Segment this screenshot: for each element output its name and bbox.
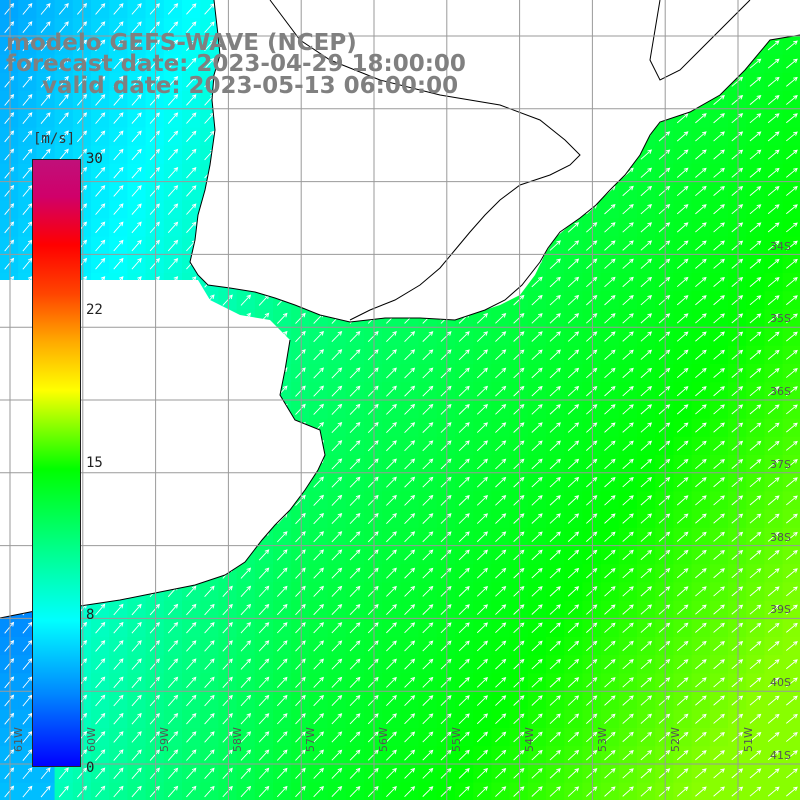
lon-label: 57W (304, 727, 317, 752)
title-valid-date: valid date: 2023-05-13 06:00:00 (42, 73, 459, 99)
lon-label: 60W (85, 727, 98, 752)
lat-label: 34S (770, 240, 791, 253)
lon-label: 53W (596, 727, 609, 752)
field-cell (782, 782, 800, 800)
lon-label: 61W (12, 727, 25, 752)
lon-label: 56W (377, 727, 390, 752)
lat-label: 37S (770, 458, 791, 471)
lat-label: 40S (770, 676, 791, 689)
colorbar (32, 159, 81, 767)
colorbar-tick-22: 22 (86, 302, 103, 318)
lat-label: 41S (770, 749, 791, 762)
colorbar-tick-15: 15 (86, 455, 103, 471)
lat-label: 35S (770, 312, 791, 325)
lon-label: 55W (450, 727, 463, 752)
colorbar-tick-8: 8 (86, 607, 95, 623)
lat-label: 36S (770, 385, 791, 398)
lon-label: 59W (158, 727, 171, 752)
lat-label: 38S (770, 531, 791, 544)
colorbar-unit: [m/s] (33, 131, 76, 147)
lon-label: 51W (742, 727, 755, 752)
lon-label: 58W (231, 727, 244, 752)
colorbar-tick-0: 0 (86, 760, 95, 776)
lon-label: 54W (523, 727, 536, 752)
lon-label: 52W (669, 727, 682, 752)
lat-label: 39S (770, 603, 791, 616)
colorbar-tick-30: 30 (86, 151, 103, 167)
